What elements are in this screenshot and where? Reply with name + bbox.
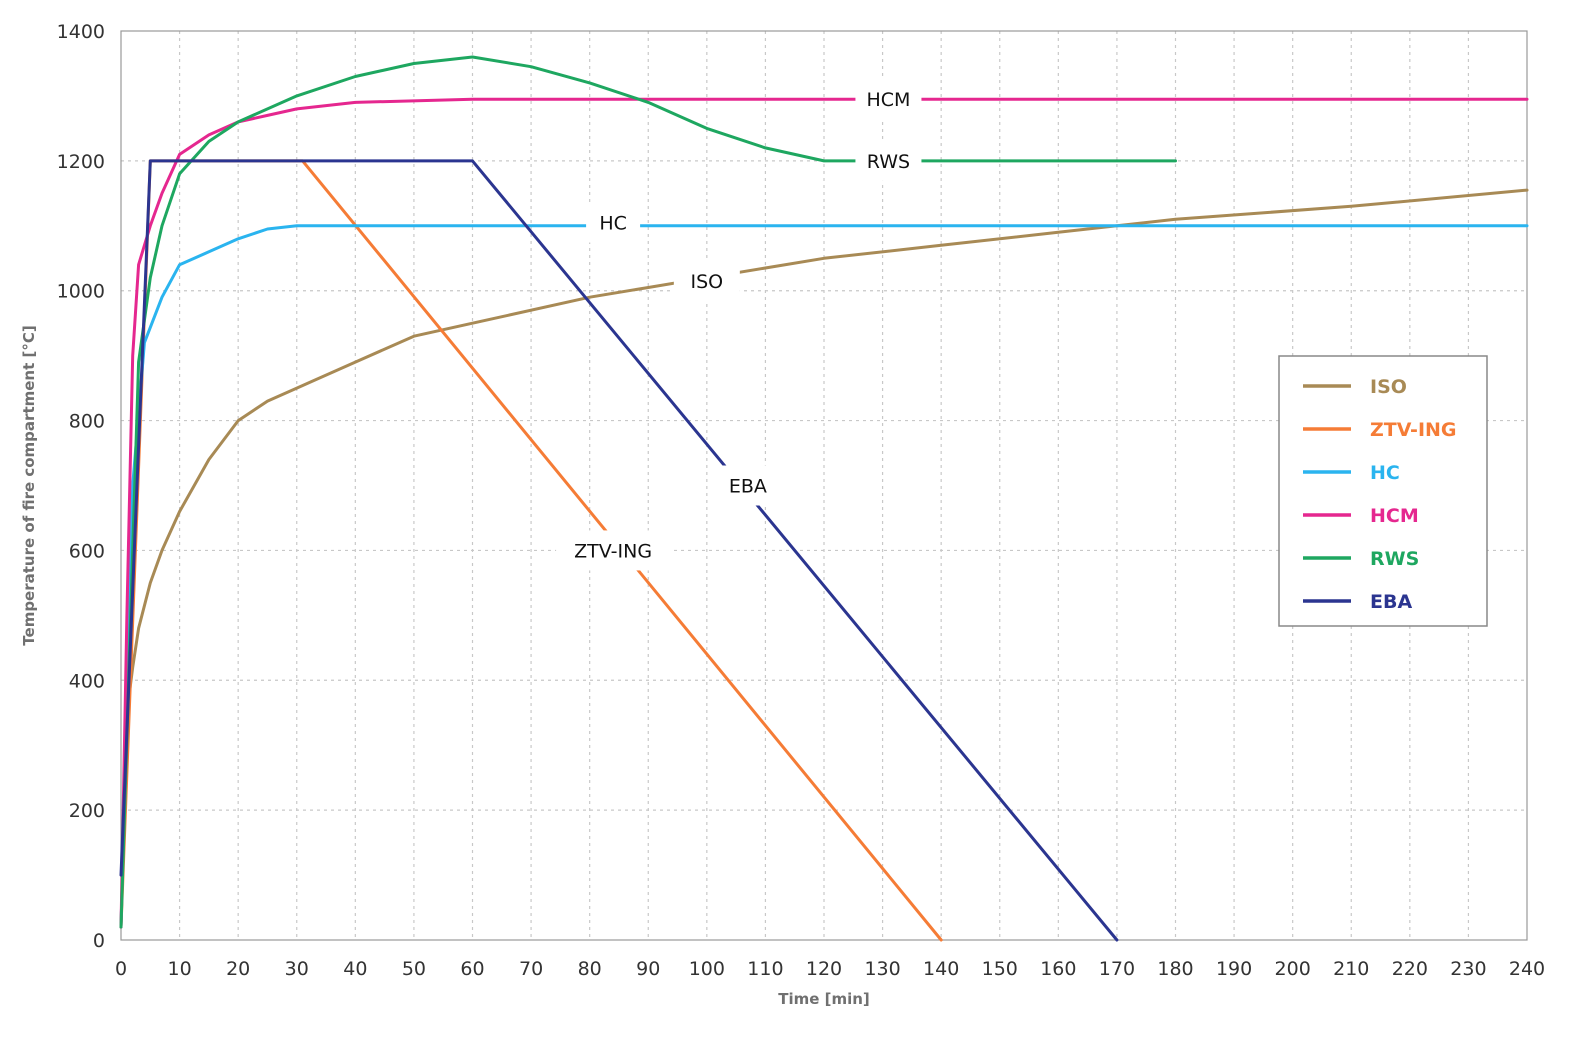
legend-item-hc: HC: [1303, 462, 1400, 484]
y-tick-label: 1200: [57, 151, 105, 173]
annotation-rws: RWS: [855, 140, 922, 181]
plot-area-frame: [120, 30, 1528, 941]
y-tick-label: 800: [69, 411, 105, 433]
x-tick-label: 50: [402, 958, 426, 980]
annotation-label: HCM: [866, 89, 910, 111]
x-tick-label: 180: [1157, 958, 1193, 980]
x-tick-label: 80: [578, 958, 602, 980]
legend-label: HC: [1370, 462, 1400, 484]
x-tick-label: 230: [1450, 958, 1486, 980]
series-line-eba: [119, 159, 1119, 942]
x-tick-label: 140: [923, 958, 959, 980]
legend-item-eba: EBA: [1303, 591, 1412, 613]
annotation-hc: HC: [586, 202, 641, 243]
y-tick-label: 600: [69, 540, 105, 562]
annotation-box: [556, 530, 671, 571]
x-tick-label: 120: [806, 958, 842, 980]
annotation-box: [855, 79, 922, 120]
x-tick-label: 40: [343, 958, 367, 980]
annotation-box: [586, 202, 641, 243]
legend-label: EBA: [1370, 591, 1412, 613]
annotation-box: [714, 465, 781, 506]
x-tick-label: 100: [689, 958, 725, 980]
legend-item-hcm: HCM: [1303, 505, 1419, 527]
annotation-box: [855, 140, 922, 181]
legend-label: ISO: [1370, 376, 1407, 398]
y-tick-label: 0: [93, 930, 105, 952]
x-tick-label: 200: [1275, 958, 1311, 980]
series-line-hcm: [119, 97, 1529, 929]
legend-item-rws: RWS: [1303, 548, 1419, 570]
annotation-ztv-ing: ZTV-ING: [556, 530, 671, 571]
y-tick-label: 400: [69, 670, 105, 692]
annotation-label: ISO: [691, 271, 724, 293]
annotation-label: HC: [599, 213, 627, 235]
x-axis-title: Time [min]: [778, 990, 870, 1008]
legend-item-iso: ISO: [1303, 376, 1407, 398]
x-tick-label: 160: [1040, 958, 1076, 980]
legend-label: ZTV-ING: [1370, 419, 1457, 441]
x-tick-label: 190: [1216, 958, 1252, 980]
x-tick-label: 150: [982, 958, 1018, 980]
legend-item-ztv-ing: ZTV-ING: [1303, 419, 1457, 441]
series-lines: [119, 55, 1529, 942]
x-tick-label: 170: [1099, 958, 1135, 980]
x-tick-label: 0: [115, 958, 127, 980]
x-tick-label: 130: [864, 958, 900, 980]
y-tick-label: 200: [69, 800, 105, 822]
annotation-iso: ISO: [673, 260, 740, 301]
legend-label: HCM: [1370, 505, 1419, 527]
legend-label: RWS: [1370, 548, 1419, 570]
curve-annotations: HCM RWS HC ISO EBA ZTV-ING: [556, 79, 922, 571]
annotation-box: [673, 260, 740, 301]
x-tick-label: 10: [167, 958, 191, 980]
x-tick-label: 30: [285, 958, 309, 980]
series-line-rws: [119, 55, 1177, 929]
y-tick-label: 1400: [57, 21, 105, 43]
x-tick-label: 90: [636, 958, 660, 980]
annotation-eba: EBA: [714, 465, 781, 506]
x-tick-label: 20: [226, 958, 250, 980]
x-tick-label: 60: [460, 958, 484, 980]
annotation-hcm: HCM: [855, 79, 922, 120]
axis-ticks: 0 10 20 30 40 50 60 70 80 90 100 110 120 130 140 150 160…: [57, 21, 1545, 980]
x-tick-label: 110: [747, 958, 783, 980]
series-line-iso: [119, 188, 1529, 929]
legend: ISO ZTV-ING HC HCM RWS EBA: [1278, 355, 1488, 627]
y-axis-title: Temperature of fire compartment [°C]: [20, 325, 38, 645]
legend-box: [1278, 355, 1488, 627]
annotation-label: EBA: [729, 476, 767, 498]
x-tick-label: 240: [1509, 958, 1545, 980]
annotation-label: RWS: [867, 151, 910, 173]
x-tick-label: 220: [1392, 958, 1428, 980]
annotation-label: ZTV-ING: [574, 540, 652, 562]
x-tick-label: 210: [1333, 958, 1369, 980]
y-tick-label: 1000: [57, 281, 105, 303]
x-tick-label: 70: [519, 958, 543, 980]
